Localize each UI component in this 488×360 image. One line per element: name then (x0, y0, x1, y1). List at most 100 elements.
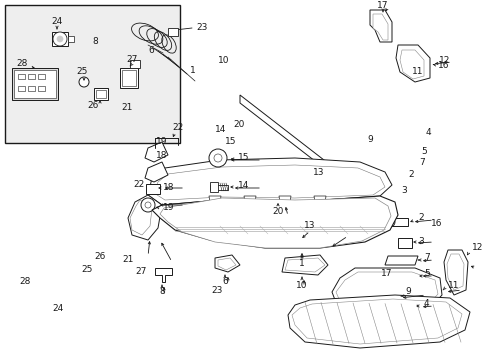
Text: 2: 2 (407, 170, 413, 179)
Text: 6: 6 (222, 278, 227, 287)
Polygon shape (395, 272, 417, 280)
Circle shape (141, 198, 155, 212)
Polygon shape (335, 272, 437, 312)
Bar (28, 74, 35, 79)
Text: 15: 15 (238, 153, 249, 162)
Polygon shape (384, 256, 417, 265)
Text: 10: 10 (218, 56, 229, 65)
Polygon shape (209, 185, 227, 190)
Text: 15: 15 (224, 136, 236, 145)
Text: 2: 2 (417, 213, 423, 222)
Text: 27: 27 (126, 55, 138, 64)
Polygon shape (244, 196, 256, 210)
Text: 13: 13 (312, 167, 324, 176)
Text: 9: 9 (404, 288, 410, 297)
Polygon shape (446, 254, 463, 290)
Polygon shape (240, 95, 394, 223)
Bar (38, 86, 45, 91)
Text: 22: 22 (172, 123, 183, 132)
Text: 24: 24 (51, 18, 62, 27)
Text: 25: 25 (81, 266, 93, 274)
Polygon shape (94, 88, 108, 100)
Polygon shape (120, 68, 138, 88)
Text: 27: 27 (135, 267, 146, 276)
Text: 21: 21 (122, 256, 133, 265)
Text: 7: 7 (419, 158, 425, 167)
Text: 18: 18 (155, 151, 167, 160)
Text: 26: 26 (87, 100, 99, 109)
Text: 8: 8 (92, 37, 98, 46)
Text: 3: 3 (417, 238, 423, 247)
Polygon shape (152, 196, 397, 248)
Polygon shape (145, 142, 168, 162)
Text: 5: 5 (421, 147, 427, 156)
Text: 23: 23 (196, 23, 207, 32)
Polygon shape (443, 250, 467, 295)
Circle shape (79, 77, 89, 87)
Text: 7: 7 (423, 253, 429, 262)
Polygon shape (399, 50, 423, 79)
Bar (38, 74, 45, 79)
Text: 22: 22 (133, 180, 145, 189)
Polygon shape (154, 165, 384, 200)
Polygon shape (395, 45, 429, 82)
Text: 21: 21 (121, 104, 132, 112)
Polygon shape (209, 182, 218, 192)
Polygon shape (12, 68, 58, 100)
Text: 5: 5 (423, 270, 429, 279)
Text: 3: 3 (400, 186, 406, 194)
Text: 17: 17 (380, 269, 391, 278)
Text: 28: 28 (20, 277, 31, 286)
Bar (18, 86, 25, 91)
Circle shape (145, 202, 151, 208)
Circle shape (53, 32, 67, 46)
Text: 4: 4 (425, 128, 430, 137)
Text: 11: 11 (411, 68, 423, 77)
Polygon shape (68, 36, 74, 42)
Polygon shape (377, 218, 407, 226)
Polygon shape (349, 295, 414, 318)
Text: 4: 4 (423, 300, 429, 309)
Bar (146, 184, 160, 194)
Polygon shape (14, 70, 56, 98)
Text: 20: 20 (232, 120, 244, 129)
Text: 12: 12 (471, 243, 482, 252)
Polygon shape (52, 32, 68, 46)
Polygon shape (313, 196, 325, 210)
Polygon shape (145, 162, 168, 182)
Polygon shape (397, 238, 411, 248)
Circle shape (384, 217, 394, 227)
Bar (5, 5, 180, 143)
Circle shape (57, 36, 63, 42)
Polygon shape (369, 10, 391, 42)
Bar (18, 74, 25, 79)
Text: 28: 28 (16, 58, 28, 68)
Circle shape (214, 154, 222, 162)
Text: 18: 18 (163, 184, 174, 193)
Text: 9: 9 (367, 135, 373, 144)
Polygon shape (291, 299, 461, 344)
Text: 17: 17 (376, 0, 388, 9)
Polygon shape (160, 198, 390, 248)
Polygon shape (155, 268, 172, 282)
Polygon shape (372, 14, 387, 40)
Polygon shape (285, 258, 325, 272)
Polygon shape (128, 195, 162, 240)
Polygon shape (122, 70, 136, 86)
Polygon shape (168, 28, 178, 36)
Polygon shape (331, 268, 441, 315)
Text: 14: 14 (215, 125, 226, 134)
Polygon shape (130, 200, 152, 235)
Bar (28, 86, 35, 91)
Polygon shape (279, 196, 290, 210)
Polygon shape (282, 255, 327, 275)
Text: 11: 11 (447, 280, 459, 289)
Polygon shape (218, 258, 236, 270)
Text: 8: 8 (159, 288, 164, 297)
Text: 25: 25 (76, 68, 87, 77)
Circle shape (208, 149, 226, 167)
Text: 19: 19 (163, 203, 174, 212)
Text: 13: 13 (304, 220, 315, 230)
Polygon shape (96, 90, 106, 98)
Text: 20: 20 (272, 207, 283, 216)
